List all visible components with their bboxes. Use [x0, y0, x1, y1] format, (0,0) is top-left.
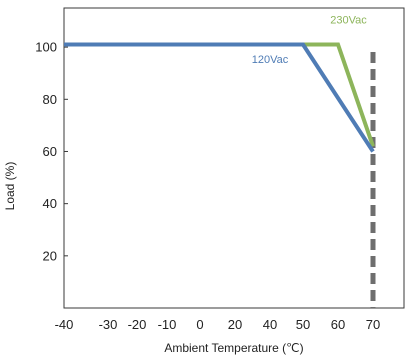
- x-tick-label: -10: [158, 317, 177, 332]
- plot-area-frame: [63, 7, 405, 309]
- x-tick-label: 0: [196, 317, 203, 332]
- series-line-230vac: [64, 42, 375, 147]
- series-label-230vac: 230Vac: [330, 15, 367, 27]
- x-tick-label: 60: [331, 317, 345, 332]
- y-axis-label: Load (%): [3, 162, 17, 211]
- x-tick-label: 40: [263, 317, 277, 332]
- y-tick-label: 100: [35, 40, 57, 55]
- x-axis-ticks: -40 -30 -20 -10 0 20 40 50 60 70: [55, 317, 381, 332]
- x-axis-label: Ambient Temperature (℃): [164, 341, 303, 355]
- y-axis-ticks: 20 40 60 80 100: [35, 40, 68, 263]
- series-line-120vac: [64, 42, 375, 153]
- x-tick-label: 20: [228, 317, 242, 332]
- x-tick-label: -20: [128, 317, 147, 332]
- series-label-120vac: 120Vac: [252, 54, 289, 66]
- x-tick-label: -30: [99, 317, 118, 332]
- series-layer: 230Vac 120Vac: [64, 15, 375, 153]
- y-tick-label: 60: [43, 144, 57, 159]
- y-tick-label: 40: [43, 196, 57, 211]
- x-tick-label: 70: [366, 317, 380, 332]
- x-tick-label: 50: [296, 317, 310, 332]
- x-tick-label: -40: [55, 317, 74, 332]
- y-tick-label: 20: [43, 248, 57, 263]
- y-tick-label: 80: [43, 92, 57, 107]
